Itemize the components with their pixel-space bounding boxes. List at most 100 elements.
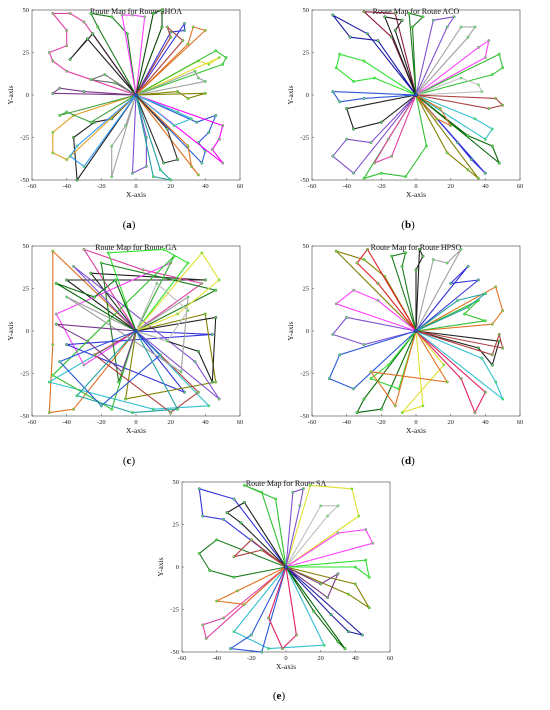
customer-point xyxy=(417,247,421,251)
customer-point xyxy=(242,500,246,504)
customer-point xyxy=(407,11,411,15)
customer-point xyxy=(165,25,169,29)
customer-point xyxy=(215,599,219,603)
customer-point xyxy=(346,630,350,634)
depot-point xyxy=(133,92,138,97)
customer-point xyxy=(369,370,373,374)
x-tick-label: -20 xyxy=(97,183,106,190)
customer-point xyxy=(331,154,335,158)
customer-point xyxy=(91,32,95,36)
y-tick-label: -25 xyxy=(170,607,179,614)
customer-point xyxy=(352,171,356,175)
customer-point xyxy=(200,161,204,165)
customer-point xyxy=(497,339,501,343)
customer-point xyxy=(232,575,236,579)
caption-b: (b) xyxy=(401,219,415,231)
customer-point xyxy=(210,332,214,336)
customer-point xyxy=(214,49,218,53)
customer-point xyxy=(183,390,187,394)
customer-point xyxy=(383,15,387,19)
customer-point xyxy=(326,596,330,600)
customer-point xyxy=(449,281,453,285)
customer-point xyxy=(355,411,359,415)
customer-point xyxy=(207,62,211,66)
customer-point xyxy=(372,76,376,80)
customer-point xyxy=(92,295,96,299)
customer-point xyxy=(210,147,214,151)
customer-point xyxy=(501,309,505,313)
customer-point xyxy=(51,151,55,155)
customer-point xyxy=(239,521,243,525)
x-tick-label: 0 xyxy=(414,183,417,190)
customer-point xyxy=(169,178,173,182)
customer-point xyxy=(501,66,505,70)
customer-point xyxy=(336,504,340,508)
customer-point xyxy=(331,90,335,94)
customer-point xyxy=(221,62,225,66)
y-tick-label: 25 xyxy=(303,50,310,57)
y-tick-label: -25 xyxy=(300,135,309,142)
customer-point xyxy=(125,32,129,36)
customer-point xyxy=(217,56,221,60)
customer-point xyxy=(308,483,312,487)
customer-point xyxy=(390,154,394,158)
customer-point xyxy=(158,168,162,172)
customer-point xyxy=(186,295,190,299)
customer-point xyxy=(424,144,428,148)
customer-point xyxy=(362,258,366,262)
customer-point xyxy=(203,91,207,95)
customer-point xyxy=(367,575,371,579)
customer-point xyxy=(360,633,364,637)
routes-group xyxy=(331,10,505,180)
customer-point xyxy=(355,261,359,265)
customer-point xyxy=(421,254,425,258)
customer-point xyxy=(267,647,271,651)
x-tick-label: 40 xyxy=(352,655,359,662)
x-tick-label: -20 xyxy=(377,183,386,190)
caption-c: (c) xyxy=(122,455,136,467)
customer-point xyxy=(186,96,190,100)
customer-point xyxy=(85,37,89,41)
y-axis-label: Y-axis xyxy=(6,85,15,104)
customer-point xyxy=(452,15,456,19)
route-line-16 xyxy=(363,94,427,179)
customer-point xyxy=(120,13,124,17)
customer-point xyxy=(82,247,86,251)
customer-point xyxy=(82,20,86,24)
customer-point xyxy=(400,411,404,415)
customer-point xyxy=(232,555,236,559)
customer-point xyxy=(365,32,369,36)
customer-point xyxy=(201,514,205,518)
customer-point xyxy=(215,538,219,542)
customer-point xyxy=(151,407,155,411)
route-line-21 xyxy=(52,94,137,161)
x-tick-label: 20 xyxy=(447,419,454,426)
customer-point xyxy=(362,59,366,63)
customer-point xyxy=(235,589,239,593)
customer-point xyxy=(487,107,491,111)
customer-point xyxy=(364,558,368,562)
customer-point xyxy=(400,264,404,268)
customer-point xyxy=(336,531,340,535)
customer-point xyxy=(201,623,205,627)
customer-point xyxy=(490,363,494,367)
y-tick-label: 25 xyxy=(303,286,310,293)
customer-point xyxy=(54,281,58,285)
route-line-13 xyxy=(135,94,217,164)
customer-point xyxy=(217,137,221,141)
customer-point xyxy=(442,363,446,367)
customer-point xyxy=(476,278,480,282)
caption-e: (e) xyxy=(272,690,286,702)
customer-point xyxy=(155,281,159,285)
x-tick-label: 40 xyxy=(482,183,489,190)
customer-point xyxy=(72,407,76,411)
customer-point xyxy=(47,51,51,55)
customer-point xyxy=(113,278,117,282)
route-line-1 xyxy=(198,488,287,568)
customer-point xyxy=(203,28,207,32)
customer-point xyxy=(200,251,204,255)
customer-point xyxy=(203,79,207,83)
x-tick-label: 20 xyxy=(447,183,454,190)
customer-point xyxy=(232,630,236,634)
customer-point xyxy=(162,247,166,251)
